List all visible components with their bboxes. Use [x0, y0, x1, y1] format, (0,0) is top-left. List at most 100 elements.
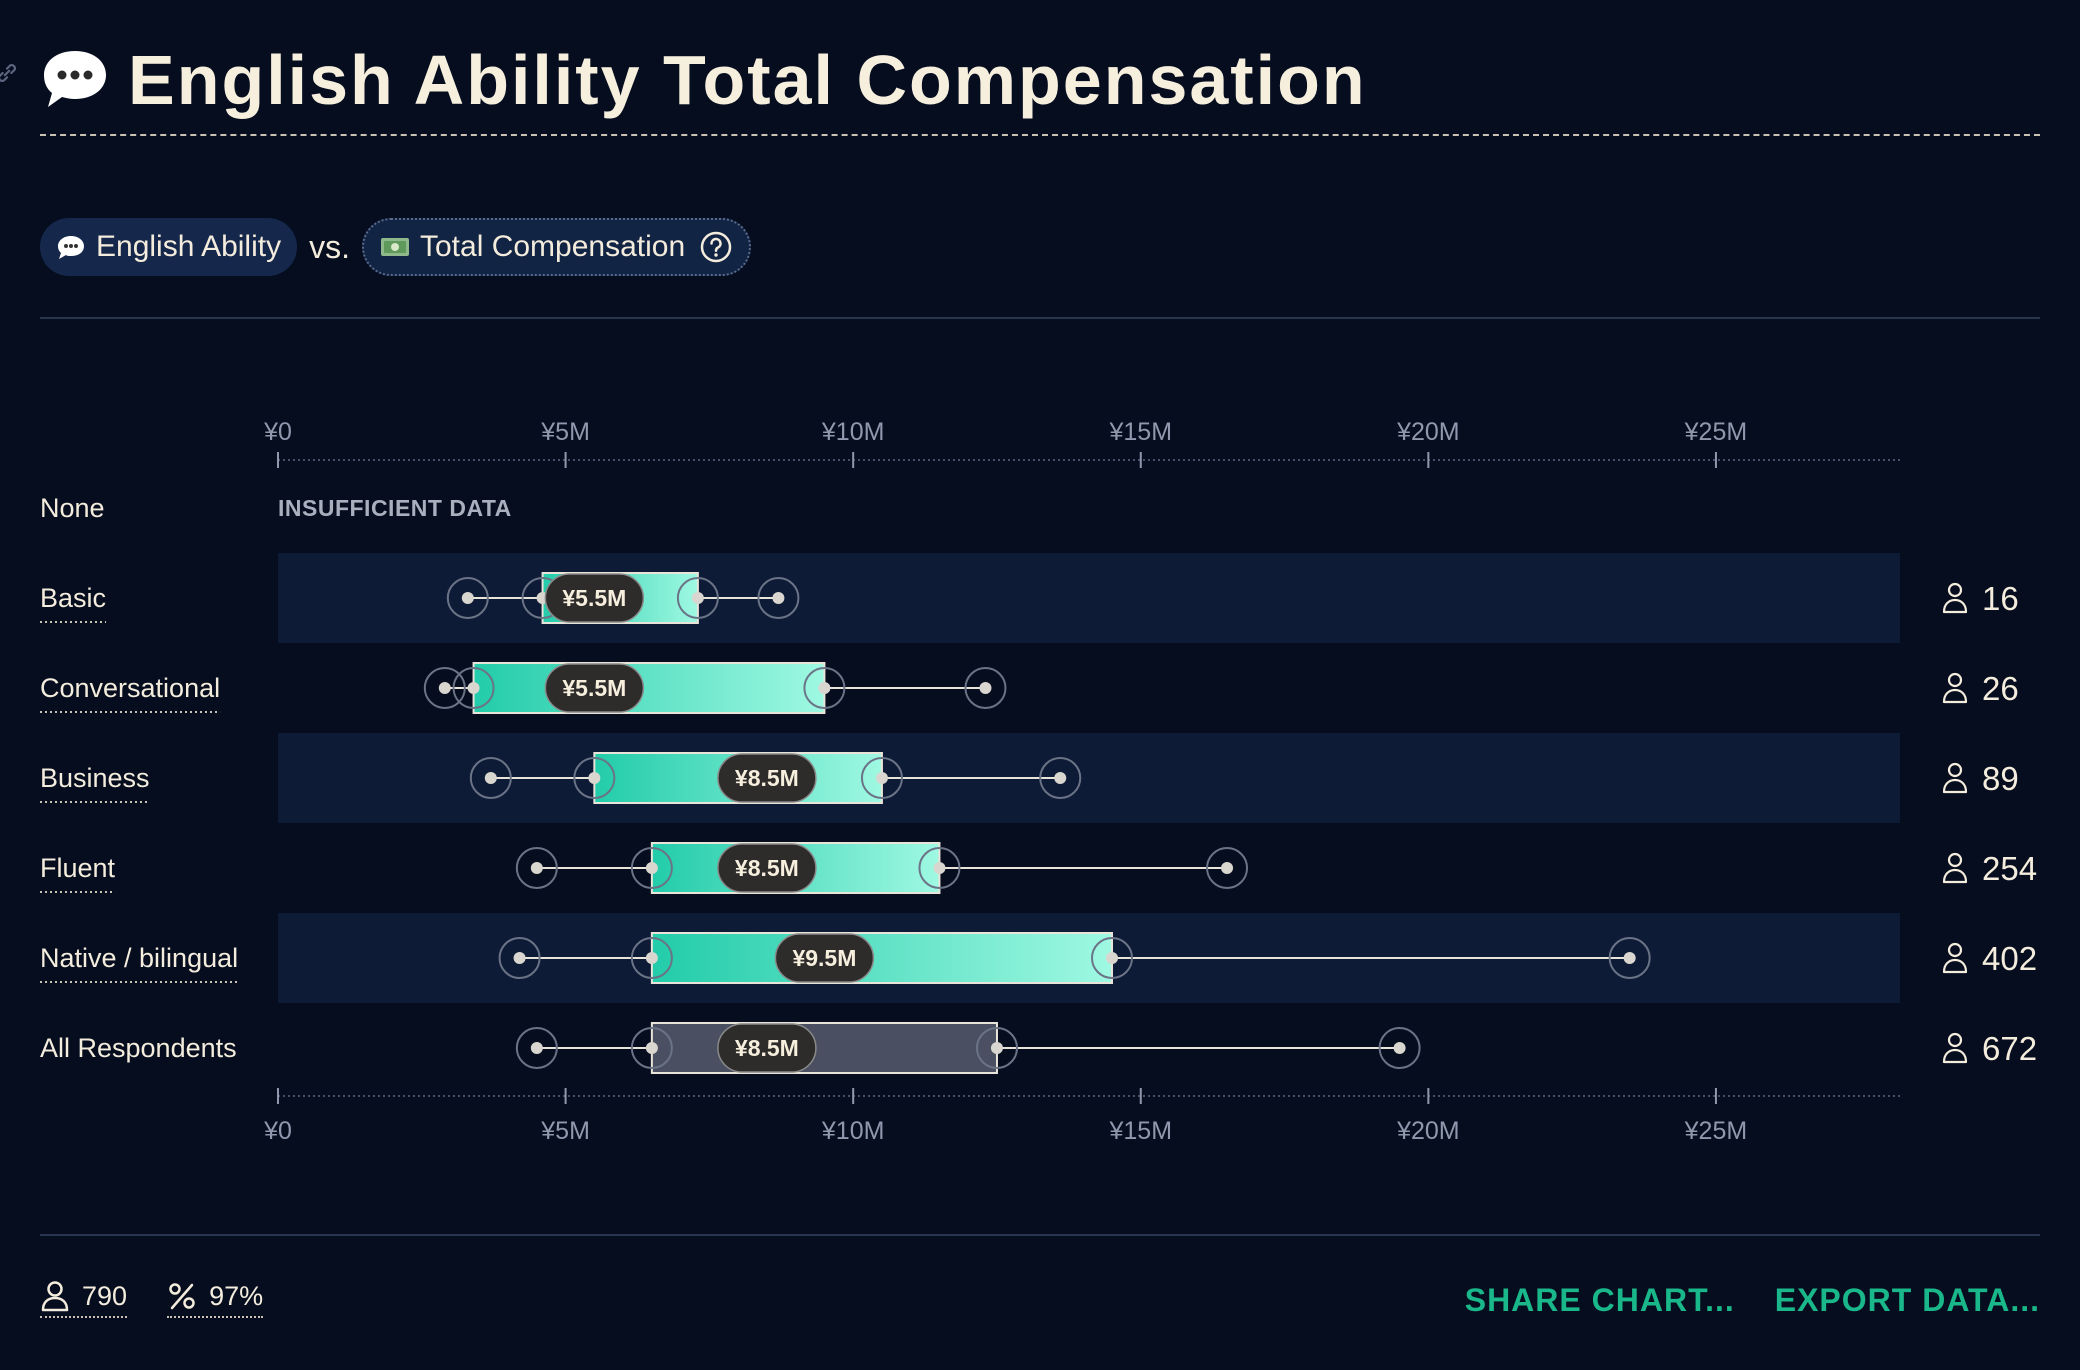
- p75-marker: [1106, 952, 1119, 964]
- money-icon: [381, 238, 409, 256]
- p75-marker-ring: [918, 847, 961, 889]
- median-label: ¥5.5M: [562, 675, 626, 701]
- help-icon[interactable]: [699, 230, 733, 264]
- p75-marker: [875, 772, 888, 784]
- comparison-pills: English Ability vs. Total Compensation: [40, 218, 752, 276]
- p90-marker: [1054, 772, 1067, 784]
- p10-marker: [484, 772, 497, 784]
- respondent-count-label: 402: [1982, 940, 2037, 977]
- p25-marker-ring: [573, 757, 616, 799]
- p25-marker: [467, 682, 480, 694]
- top-axis-tick-label: ¥15M: [1108, 418, 1172, 446]
- top-axis-tick-label: ¥5M: [540, 418, 590, 446]
- p75-marker-ring: [860, 757, 903, 799]
- top-axis-tick-label: ¥0: [263, 418, 292, 446]
- median-pill: [544, 663, 645, 713]
- bottom-axis-tick-label: ¥10M: [821, 1117, 885, 1145]
- p90-marker-ring: [1039, 757, 1082, 799]
- respondent-count-label: 672: [1982, 1030, 2037, 1067]
- bottom-axis-tick-label: ¥25M: [1684, 1117, 1748, 1145]
- p10-marker: [530, 1042, 543, 1054]
- median-pill: [717, 1023, 817, 1073]
- p75-marker: [933, 862, 946, 874]
- p25-marker: [645, 1042, 658, 1054]
- iqr-box: [650, 932, 1114, 984]
- dimension-pill[interactable]: English Ability: [40, 218, 298, 276]
- p10-marker-ring: [469, 757, 512, 799]
- p75-marker-ring: [803, 667, 846, 709]
- median-pill: [717, 843, 817, 893]
- percent-icon: [169, 1283, 195, 1310]
- metric-pill[interactable]: Total Compensation: [362, 218, 752, 276]
- respondent-count-label: 16: [1982, 580, 2019, 617]
- median-label: ¥5.5M: [562, 585, 626, 611]
- row-label: Fluent: [40, 853, 116, 883]
- p75-marker-ring: [975, 1027, 1018, 1069]
- p25-marker: [645, 952, 658, 964]
- footer-divider: [40, 1234, 2040, 1236]
- iqr-box: [472, 662, 826, 714]
- respondent-count-label: 254: [1982, 850, 2037, 887]
- bottom-axis-tick-label: ¥15M: [1108, 1117, 1172, 1145]
- median-pill: [544, 573, 645, 623]
- bottom-axis-tick-label: ¥20M: [1396, 1117, 1460, 1145]
- row-label: None: [40, 493, 105, 523]
- row-label: Native / bilingual: [40, 943, 238, 973]
- dimension-pill-label: English Ability: [96, 230, 282, 263]
- summary-stats: 790 97%: [40, 1280, 303, 1318]
- p90-marker: [772, 592, 785, 604]
- p90-marker: [1623, 952, 1636, 964]
- response-rate: 97%: [209, 1280, 264, 1311]
- median-label: ¥8.5M: [735, 855, 799, 881]
- p90-marker-ring: [757, 577, 800, 619]
- iqr-box: [650, 1022, 998, 1074]
- speech-bubble-icon: [58, 236, 84, 259]
- metric-pill-label: Total Compensation: [420, 230, 686, 263]
- median-pill: [717, 753, 817, 803]
- p25-marker-ring: [452, 667, 495, 709]
- person-icon: [41, 1281, 69, 1312]
- export-data-button[interactable]: EXPORT DATA...: [1774, 1282, 2040, 1318]
- median-label: ¥8.5M: [735, 1035, 799, 1061]
- p90-marker: [1221, 862, 1234, 874]
- insufficient-data-label: INSUFFICIENT DATA: [278, 495, 512, 521]
- bottom-axis-tick-label: ¥5M: [540, 1117, 590, 1145]
- p10-marker-ring: [515, 1027, 558, 1069]
- versus-text: vs.: [309, 228, 350, 265]
- title-row: English Ability Total Compensation: [40, 40, 1367, 120]
- response-rate-stat[interactable]: 97%: [167, 1280, 264, 1318]
- p75-marker-ring: [676, 577, 719, 619]
- p90-marker-ring: [1206, 847, 1249, 889]
- p25-marker: [645, 862, 658, 874]
- p75-marker: [691, 592, 704, 604]
- top-axis-tick-label: ¥25M: [1684, 418, 1748, 446]
- p10-marker-ring: [498, 937, 541, 979]
- median-label: ¥8.5M: [735, 765, 799, 791]
- link-icon[interactable]: [0, 60, 20, 86]
- title-divider: [40, 134, 2040, 136]
- p90-marker: [1393, 1042, 1406, 1054]
- p10-marker-ring: [423, 667, 466, 709]
- pills-divider: [40, 317, 2040, 319]
- top-axis-tick-label: ¥20M: [1396, 418, 1460, 446]
- median-pill: [774, 933, 875, 983]
- p90-marker-ring: [1608, 937, 1651, 979]
- respondent-count-stat[interactable]: 790: [40, 1280, 128, 1318]
- p75-marker: [990, 1042, 1003, 1054]
- row-label: All Respondents: [40, 1033, 237, 1063]
- page-title: English Ability Total Compensation: [128, 41, 1367, 119]
- respondent-count: 790: [82, 1280, 128, 1311]
- respondent-count-label: 26: [1982, 670, 2019, 707]
- respondent-count-label: 89: [1982, 760, 2019, 797]
- person-icon: [1942, 942, 1968, 974]
- chart-actions: SHARE CHART... EXPORT DATA...: [1425, 1282, 2040, 1319]
- share-chart-button[interactable]: SHARE CHART...: [1464, 1282, 1735, 1318]
- row-label: Basic: [40, 583, 106, 613]
- p10-marker-ring: [446, 577, 489, 619]
- p25-marker-ring: [630, 937, 673, 979]
- bottom-axis-tick-label: ¥0: [263, 1117, 292, 1145]
- speech-bubble-icon: [44, 51, 106, 107]
- person-icon: [1942, 852, 1968, 884]
- p10-marker-ring: [515, 847, 558, 889]
- p90-marker-ring: [1378, 1027, 1421, 1069]
